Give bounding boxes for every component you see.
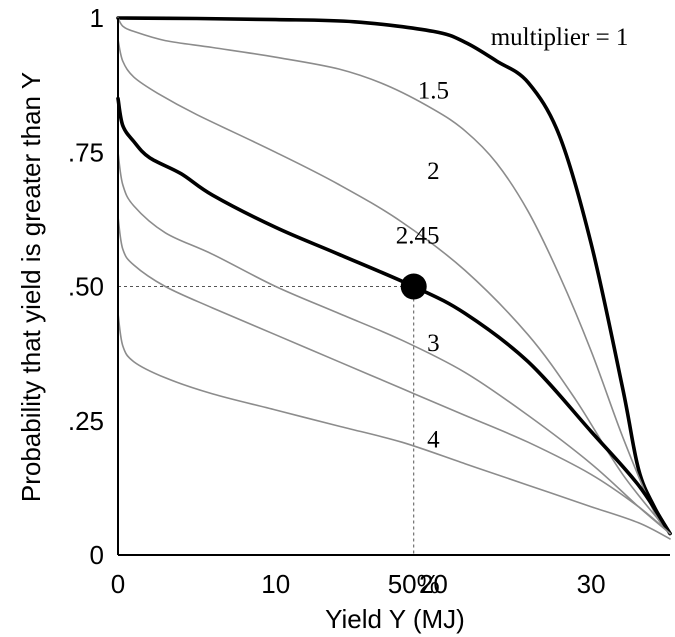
- curve-series-0: [116, 16, 672, 536]
- x-tick-label: 10: [261, 569, 290, 599]
- x-tick-label: 0: [111, 569, 125, 599]
- curve-label: multiplier = 1: [491, 24, 629, 51]
- y-tick-label: 0: [90, 540, 104, 570]
- curve-label: 3: [427, 330, 440, 357]
- x-tick-label: 50%: [388, 569, 440, 599]
- x-tick-label: 20: [419, 569, 448, 599]
- curve-label: 1.5: [418, 78, 449, 105]
- x-tick-label: 30: [577, 569, 606, 599]
- curve-series-6: [117, 312, 671, 540]
- curve-series-3: [116, 96, 672, 536]
- y-tick-label: .75: [68, 137, 104, 167]
- curves: [116, 16, 672, 540]
- y-tick-label: .50: [68, 272, 104, 302]
- median-marker: [400, 273, 427, 300]
- curve-series-5: [117, 215, 671, 535]
- median-point: [400, 273, 427, 300]
- curve-series-1: [117, 17, 671, 535]
- curve-series-4: [117, 151, 671, 535]
- curve-series-2: [117, 38, 671, 535]
- curve-label: 2: [427, 158, 440, 185]
- y-axis-title: Probability that yield is greater than Y: [16, 72, 46, 502]
- axes: [117, 18, 670, 556]
- y-tick-label: 1: [90, 3, 104, 33]
- reference-lines: [118, 286, 415, 555]
- x-axis-title: Yield Y (MJ): [325, 604, 465, 634]
- curve-labels: multiplier = 1 1.5 2 2.45 3 4: [396, 24, 629, 454]
- curve-label: 2.45: [396, 223, 440, 250]
- curve-label: 4: [427, 427, 440, 454]
- y-tick-label: .25: [68, 406, 104, 436]
